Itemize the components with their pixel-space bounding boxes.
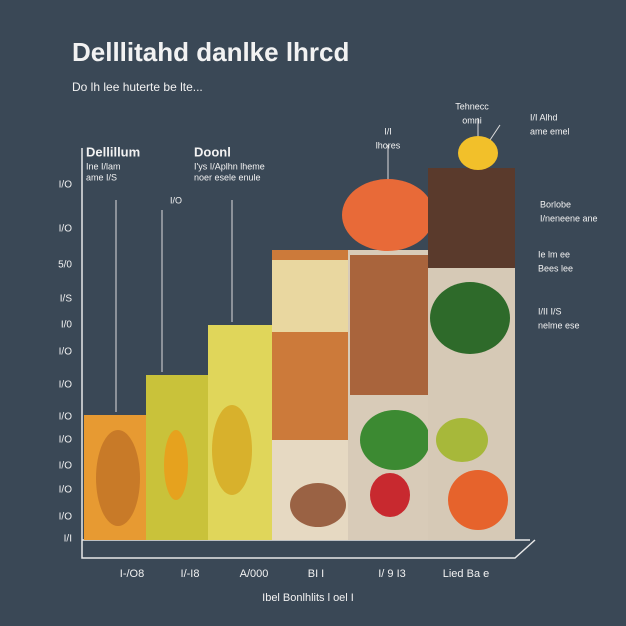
nuts <box>350 255 428 395</box>
y-axis-label: I/S <box>60 294 73 305</box>
cake <box>428 168 515 268</box>
annotation-title: I/O <box>170 195 182 205</box>
annotation-line: nelme ese <box>538 320 580 330</box>
y-axis-label: I/I <box>64 534 72 545</box>
y-axis-label: I/0 <box>61 320 73 331</box>
annotation-line: Ine I/lam <box>86 161 121 171</box>
leader-lines <box>115 118 501 412</box>
tomato <box>448 470 508 530</box>
y-axis-label: I/O <box>59 512 73 523</box>
x-axis-label: I-/O8 <box>120 568 144 580</box>
annotation-title: Borlobe <box>540 199 571 209</box>
title: Delllitahd danlke lhrcd <box>72 37 349 67</box>
annotation-line: noer esele enule <box>194 172 261 182</box>
x-axis-label: I/-I8 <box>181 568 200 580</box>
bread <box>272 260 348 332</box>
broccoli <box>360 410 430 470</box>
annotation-line: I'ys I/Aplhn lheme <box>194 161 265 171</box>
food-columns <box>84 136 515 540</box>
y-axis-label: I/O <box>59 380 73 391</box>
y-axis-label: I/O <box>59 412 73 423</box>
annotation-title: Doonl <box>194 144 231 159</box>
annotation-line: omni <box>462 115 482 125</box>
y-axis-label: I/O <box>59 435 73 446</box>
melon <box>436 418 488 462</box>
annotation-title: Dellillum <box>86 144 140 159</box>
annotation-title: I/II I/S <box>538 306 562 316</box>
annotation-title: Tehnecc <box>455 101 489 111</box>
x-axis-label: I/ 9 I3 <box>378 568 406 580</box>
subtitle: Do lh lee huterte be lte... <box>72 80 203 94</box>
annotation-line: lhores <box>376 140 401 150</box>
y-axis-label: I/O <box>59 347 73 358</box>
annotation-title: I/I <box>384 126 392 136</box>
x-axis-label: A/000 <box>240 568 269 580</box>
annotation-line: I/neneene ane <box>540 213 598 223</box>
x-axis-label: Lied Ba e <box>443 568 489 580</box>
broccoli <box>430 282 510 354</box>
y-axis-label: I/O <box>59 461 73 472</box>
mango <box>212 405 252 495</box>
strawberry <box>370 473 410 517</box>
annotation-line: ame emel <box>530 126 570 136</box>
y-axis-label: I/O <box>59 224 73 235</box>
y-axis-label: I/O <box>59 485 73 496</box>
annotation-title: Ie lm ee <box>538 249 570 259</box>
y-axis-label: I/O <box>59 180 73 191</box>
lemon <box>458 136 498 170</box>
beans <box>96 430 140 526</box>
x-axis-title: Ibel Bonlhlits l oel I <box>262 592 354 604</box>
squash <box>164 430 188 500</box>
annotation-line: ame I/S <box>86 172 117 182</box>
annotation-title: I/I Alhd <box>530 112 558 122</box>
annotation-line: Bees lee <box>538 263 573 273</box>
papaya <box>342 179 434 251</box>
x-axis-label: BI I <box>308 568 325 580</box>
y-axis-label: 5/0 <box>58 260 72 271</box>
potato <box>290 483 346 527</box>
